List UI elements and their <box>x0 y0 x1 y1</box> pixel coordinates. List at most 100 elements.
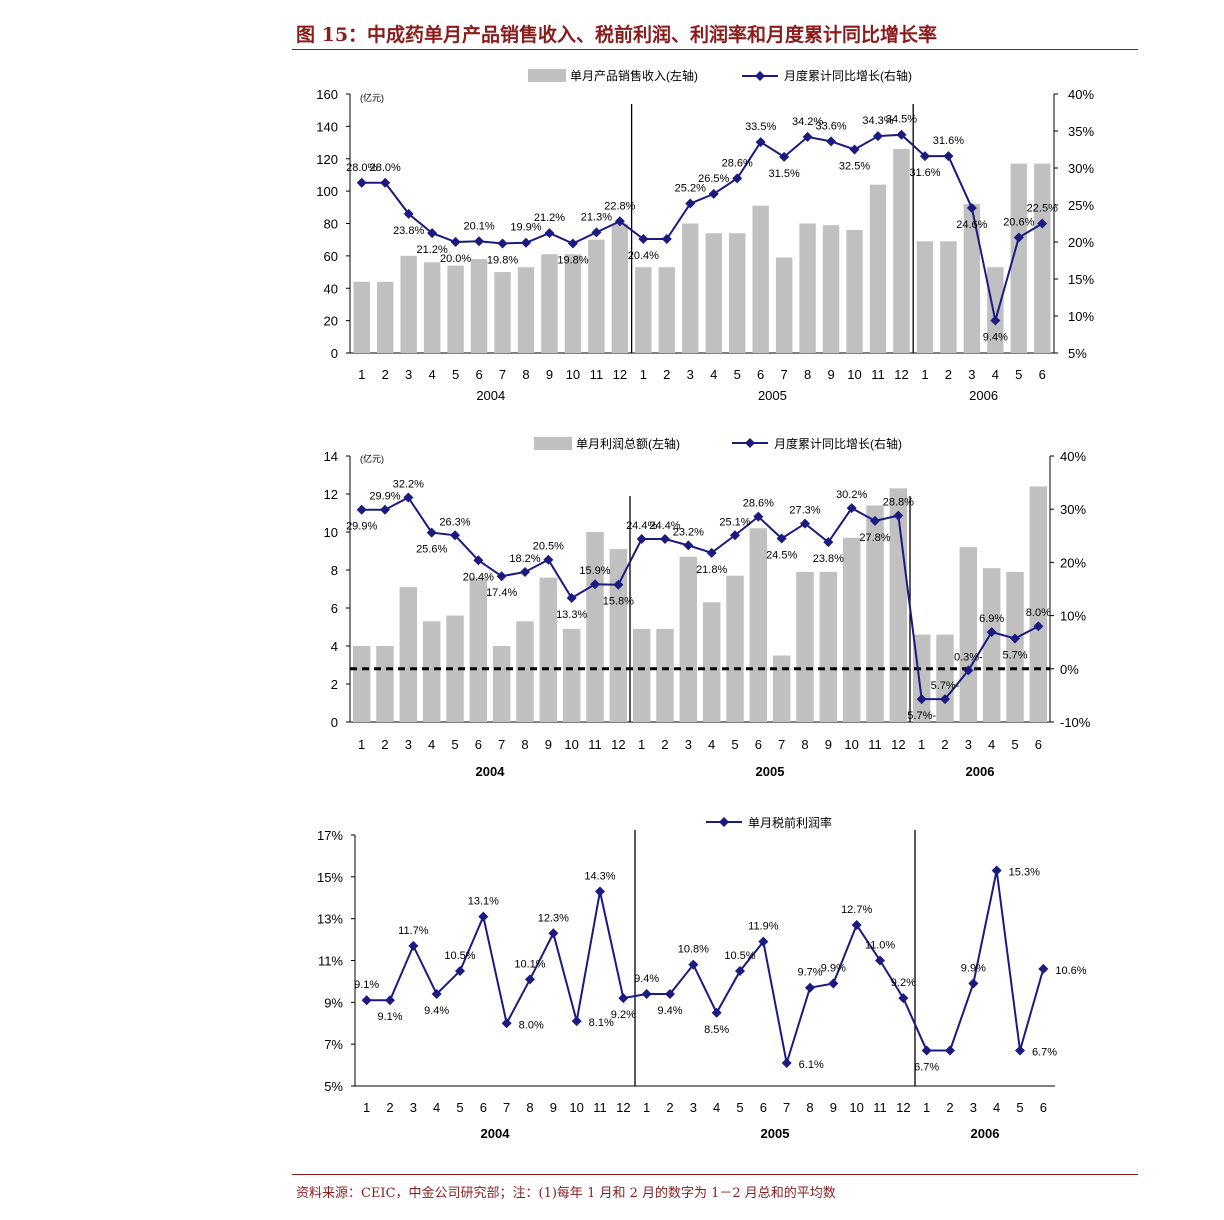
data-label: 9.2% <box>891 977 916 989</box>
data-label: 5.7% <box>1002 649 1027 661</box>
month-label: 10 <box>844 737 858 752</box>
right-tick-label: 10% <box>1068 309 1094 324</box>
month-label: 12 <box>894 367 908 382</box>
data-label: 15.8% <box>603 596 634 608</box>
bar <box>562 628 581 722</box>
bar <box>728 233 746 353</box>
data-label: 33.5% <box>745 121 776 133</box>
bar <box>564 254 582 353</box>
data-label: 8.5% <box>704 1024 729 1036</box>
bar <box>447 265 464 353</box>
bar <box>749 528 768 722</box>
year-label: 2004 <box>476 764 506 779</box>
margin-point <box>385 995 395 1006</box>
month-label: 7 <box>783 1100 790 1115</box>
data-label: 10.5% <box>724 950 755 962</box>
month-label: 9 <box>825 737 832 752</box>
month-label: 11 <box>868 737 882 752</box>
month-label: 2 <box>941 737 948 752</box>
bar <box>609 549 628 722</box>
month-label: 10 <box>564 737 578 752</box>
margin-point <box>898 993 909 1004</box>
growth-point <box>823 537 834 548</box>
month-label: 9 <box>545 737 552 752</box>
month-label: 3 <box>970 1100 977 1115</box>
growth-point <box>966 202 977 213</box>
bar <box>492 646 511 722</box>
margin-point <box>431 988 442 999</box>
margin-point <box>501 1018 512 1029</box>
data-label: 21.2% <box>534 212 565 224</box>
month-label: 6 <box>757 367 764 382</box>
data-label: 17.4% <box>486 587 517 599</box>
month-label: 9 <box>546 367 553 382</box>
legend-bar-label: 单月利润总额(左轴) <box>576 436 680 451</box>
data-label: 9.1% <box>354 979 379 991</box>
bar <box>959 547 978 722</box>
data-label: 12.7% <box>841 904 872 916</box>
month-label: 12 <box>891 737 905 752</box>
legend-line-marker <box>755 71 765 81</box>
bar <box>819 571 838 722</box>
month-label: 2 <box>663 367 670 382</box>
data-label: 15.3% <box>1009 867 1040 879</box>
right-tick-label: 15% <box>1068 272 1094 287</box>
unit-label: (亿元) <box>360 92 384 103</box>
left-tick-label: 6 <box>331 601 338 616</box>
year-label: 2006 <box>971 1126 1000 1141</box>
data-label: 25.1% <box>719 516 750 528</box>
growth-point <box>963 665 974 676</box>
data-label: 9.2% <box>611 1009 636 1021</box>
data-label: 9.4% <box>634 973 659 985</box>
left-tick-label: 60 <box>324 249 338 264</box>
growth-point <box>732 173 743 184</box>
month-label: 6 <box>475 737 482 752</box>
bar <box>842 537 861 722</box>
growth-point <box>826 136 837 147</box>
growth-point <box>893 510 904 521</box>
margin-point <box>361 995 372 1006</box>
data-label: 28.6% <box>743 498 774 510</box>
left-tick-label: 0 <box>331 346 338 361</box>
data-label: 24.4% <box>649 520 680 532</box>
month-label: 9 <box>550 1100 557 1115</box>
bar <box>632 628 651 722</box>
footer-source-note: 资料来源：CEIC，中金公司研究部；注：(1)每年 1 月和 2 月的数字为 1… <box>296 1186 836 1201</box>
bar <box>352 646 371 722</box>
data-label: 20.5% <box>533 541 564 553</box>
data-label: 13.1% <box>468 896 499 908</box>
data-label: 9.7% <box>797 967 822 979</box>
bar <box>1029 486 1048 722</box>
right-tick-label: 25% <box>1068 198 1094 213</box>
growth-point <box>1037 218 1048 229</box>
data-label: 9.4% <box>424 1005 449 1017</box>
month-label: 2 <box>666 1100 673 1115</box>
margin-point <box>688 959 699 970</box>
month-label: 4 <box>992 367 999 382</box>
data-label: 24.5% <box>766 549 797 561</box>
data-label: 14.3% <box>584 870 615 882</box>
legend-line-label: 月度累计同比增长(右轴) <box>774 436 902 451</box>
month-label: 1 <box>638 737 645 752</box>
growth-point <box>427 228 438 239</box>
margin-point <box>571 1016 582 1027</box>
month-label: 5 <box>1016 1100 1023 1115</box>
data-label: 6.9% <box>979 613 1004 625</box>
data-label: 9.4% <box>983 331 1008 343</box>
month-label: 5 <box>452 367 459 382</box>
bar <box>586 532 604 722</box>
growth-point <box>873 131 883 142</box>
growth-point <box>426 527 437 538</box>
bar <box>399 587 418 722</box>
bar <box>517 267 535 353</box>
growth-point <box>870 515 880 526</box>
data-label: 20.1% <box>463 220 494 232</box>
data-label: 0.3%- <box>954 651 983 663</box>
growth-point <box>544 228 555 239</box>
left-tick-label: 10 <box>324 525 338 540</box>
month-label: 8 <box>806 1100 813 1115</box>
margin-point <box>921 1045 932 1056</box>
margin-point <box>735 965 745 976</box>
